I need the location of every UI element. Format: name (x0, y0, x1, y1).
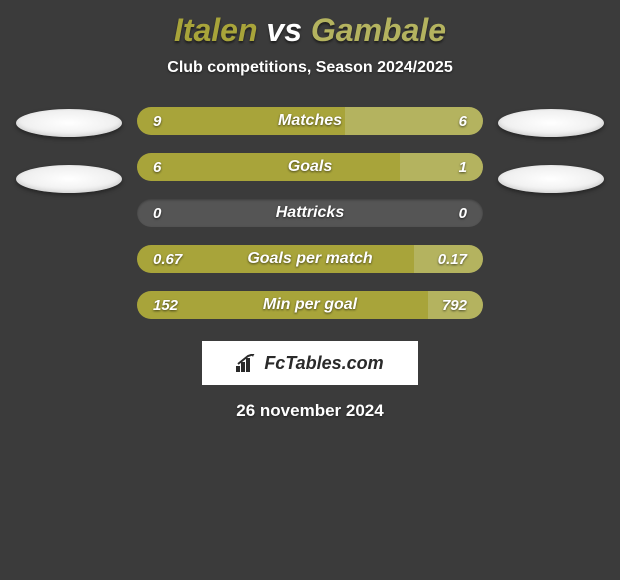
stat-bar: 9 Matches 6 (137, 107, 483, 135)
branding-text: FcTables.com (264, 353, 383, 374)
stat-bar: 6 Goals 1 (137, 153, 483, 181)
player1-name: Italen (174, 12, 258, 48)
bar-label: Hattricks (137, 199, 483, 227)
bar-label: Min per goal (137, 291, 483, 319)
comparison-bars: 9 Matches 6 6 Goals 1 0 Hattricks 0 0.67… (137, 107, 483, 319)
comparison-content: 9 Matches 6 6 Goals 1 0 Hattricks 0 0.67… (0, 107, 620, 319)
bar-label: Goals (137, 153, 483, 181)
branding-box: FcTables.com (202, 341, 418, 385)
bar-right-value: 1 (459, 153, 467, 181)
subtitle: Club competitions, Season 2024/2025 (0, 59, 620, 77)
comparison-title: Italen vs Gambale (0, 0, 620, 49)
stat-bar: 0 Hattricks 0 (137, 199, 483, 227)
bar-label: Goals per match (137, 245, 483, 273)
player2-oval-2 (498, 165, 604, 193)
bar-label: Matches (137, 107, 483, 135)
title-vs: vs (266, 12, 302, 48)
right-ovals (491, 107, 611, 193)
stat-bar: 152 Min per goal 792 (137, 291, 483, 319)
player1-oval-1 (16, 109, 122, 137)
bar-right-value: 792 (442, 291, 467, 319)
player1-oval-2 (16, 165, 122, 193)
stat-bar: 0.67 Goals per match 0.17 (137, 245, 483, 273)
chart-icon (236, 354, 258, 372)
player2-oval-1 (498, 109, 604, 137)
player2-name: Gambale (311, 12, 446, 48)
bar-right-value: 6 (459, 107, 467, 135)
left-ovals (9, 107, 129, 193)
date-text: 26 november 2024 (0, 401, 620, 421)
bar-right-value: 0.17 (438, 245, 467, 273)
bar-right-value: 0 (459, 199, 467, 227)
